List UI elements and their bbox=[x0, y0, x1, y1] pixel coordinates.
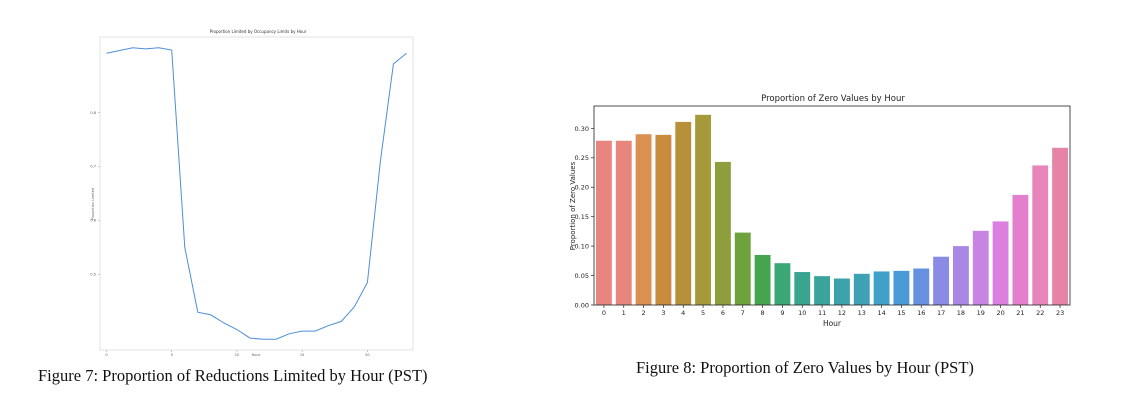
figure-7-line-chart: Proportion Limited by Occupancy Limits b… bbox=[90, 29, 414, 357]
fig7-y-tick-label: 0.6 bbox=[90, 219, 96, 223]
fig7-ticks: 0 5 10 15 20 0.5 0.6 0.7 0.8 bbox=[90, 111, 369, 357]
fig8-bar-hour-10 bbox=[794, 272, 811, 305]
fig8-y-tick-label: 0.10 bbox=[575, 243, 589, 251]
fig8-x-tick-label: 9 bbox=[780, 309, 784, 317]
fig8-y-tick-label: 0.25 bbox=[575, 154, 589, 162]
fig8-bar-hour-7 bbox=[734, 232, 751, 305]
fig7-plot-frame bbox=[99, 36, 414, 351]
fig8-x-tick-label: 5 bbox=[701, 309, 705, 317]
figure-8-bar-chart: Proportion of Zero Values by Hour 0.00 0.… bbox=[569, 94, 1071, 328]
fig7-x-tick-label: 0 bbox=[105, 353, 107, 357]
fig8-bar-hour-2 bbox=[635, 134, 652, 305]
fig8-bar-hour-21 bbox=[1012, 194, 1029, 305]
fig7-x-tick-label: 5 bbox=[171, 353, 173, 357]
fig8-x-tick-label: 0 bbox=[602, 309, 606, 317]
figure-7-caption: Figure 7: Proportion of Reductions Limit… bbox=[38, 366, 428, 385]
figure-8-caption: Figure 8: Proportion of Zero Values by H… bbox=[636, 358, 974, 377]
fig8-bar-hour-0 bbox=[595, 140, 612, 305]
fig8-x-tick-label: 3 bbox=[661, 309, 665, 317]
fig8-ticks: 0.000.050.100.150.200.250.300 1 2 3 4 5 6 7 8 9 10… bbox=[575, 125, 1065, 317]
fig8-x-tick-label: 16 bbox=[917, 309, 925, 317]
fig8-bar-hour-23 bbox=[1052, 147, 1069, 305]
fig8-y-tick-label: 0.00 bbox=[575, 301, 589, 309]
fig8-bar-hour-9 bbox=[774, 263, 791, 305]
fig8-x-tick-label: 13 bbox=[858, 309, 866, 317]
fig8-bar-hour-14 bbox=[873, 271, 890, 305]
fig7-xlabel: Hour bbox=[252, 353, 261, 357]
fig8-bar-hour-15 bbox=[893, 270, 910, 305]
fig8-x-tick-label: 2 bbox=[642, 309, 646, 317]
fig8-y-tick-label: 0.05 bbox=[575, 272, 589, 280]
fig8-bar-hour-4 bbox=[675, 121, 692, 306]
fig8-bar-hour-8 bbox=[754, 254, 771, 305]
fig8-xlabel: Hour bbox=[823, 319, 842, 328]
fig7-ylabel: Proportion Limited bbox=[91, 188, 95, 220]
fig8-plot-frame bbox=[593, 105, 1071, 306]
fig8-x-tick-label: 21 bbox=[1016, 309, 1024, 317]
fig8-y-tick-label: 0.20 bbox=[575, 184, 589, 192]
fig8-x-tick-label: 14 bbox=[877, 309, 885, 317]
fig8-bar-hour-5 bbox=[695, 114, 712, 305]
fig8-bar-hour-19 bbox=[972, 230, 989, 305]
fig8-x-tick-label: 10 bbox=[798, 309, 806, 317]
fig8-x-tick-label: 6 bbox=[721, 309, 725, 317]
fig8-x-tick-label: 20 bbox=[996, 309, 1004, 317]
fig8-x-tick-label: 18 bbox=[957, 309, 965, 317]
fig8-x-tick-label: 15 bbox=[897, 309, 905, 317]
fig8-x-tick-label: 17 bbox=[937, 309, 945, 317]
fig8-title: Proportion of Zero Values by Hour bbox=[761, 94, 905, 104]
fig7-title: Proportion Limited by Occupancy Limits b… bbox=[210, 29, 307, 34]
fig8-y-tick-label: 0.15 bbox=[575, 213, 589, 221]
fig8-x-tick-label: 8 bbox=[761, 309, 765, 317]
fig8-bar-hour-1 bbox=[615, 140, 632, 305]
fig8-x-tick-label: 22 bbox=[1036, 309, 1044, 317]
fig7-y-tick-label: 0.8 bbox=[90, 111, 96, 115]
fig7-x-tick-label: 10 bbox=[235, 353, 239, 357]
fig8-bar-hour-11 bbox=[814, 276, 831, 305]
fig8-bar-hour-13 bbox=[853, 273, 870, 305]
fig8-ylabel: Proportion of Zero Values bbox=[569, 161, 577, 250]
fig8-bar-hour-18 bbox=[952, 246, 969, 305]
fig8-bar-hour-16 bbox=[913, 268, 930, 305]
fig7-y-tick-label: 0.7 bbox=[90, 165, 96, 169]
fig8-x-tick-label: 1 bbox=[622, 309, 626, 317]
fig8-x-tick-label: 19 bbox=[977, 309, 985, 317]
fig8-x-tick-label: 23 bbox=[1056, 309, 1064, 317]
fig8-bar-hour-3 bbox=[655, 134, 672, 305]
fig8-x-tick-label: 11 bbox=[818, 309, 826, 317]
fig8-x-tick-label: 12 bbox=[838, 309, 846, 317]
fig7-y-tick-label: 0.5 bbox=[90, 273, 96, 277]
fig7-x-tick-label: 20 bbox=[365, 353, 369, 357]
fig8-bar-hour-22 bbox=[1032, 165, 1049, 305]
fig8-bar-hour-17 bbox=[933, 256, 950, 305]
fig8-bar-hour-12 bbox=[833, 278, 850, 305]
fig8-bar-hour-20 bbox=[992, 221, 1009, 305]
fig8-bar-hour-6 bbox=[714, 161, 731, 305]
fig7-x-tick-label: 15 bbox=[300, 353, 304, 357]
fig8-x-tick-label: 4 bbox=[681, 309, 685, 317]
fig7-series-line bbox=[106, 47, 407, 340]
fig8-bars bbox=[595, 114, 1069, 306]
fig8-y-tick-label: 0.30 bbox=[575, 125, 589, 133]
fig8-x-tick-label: 7 bbox=[741, 309, 745, 317]
